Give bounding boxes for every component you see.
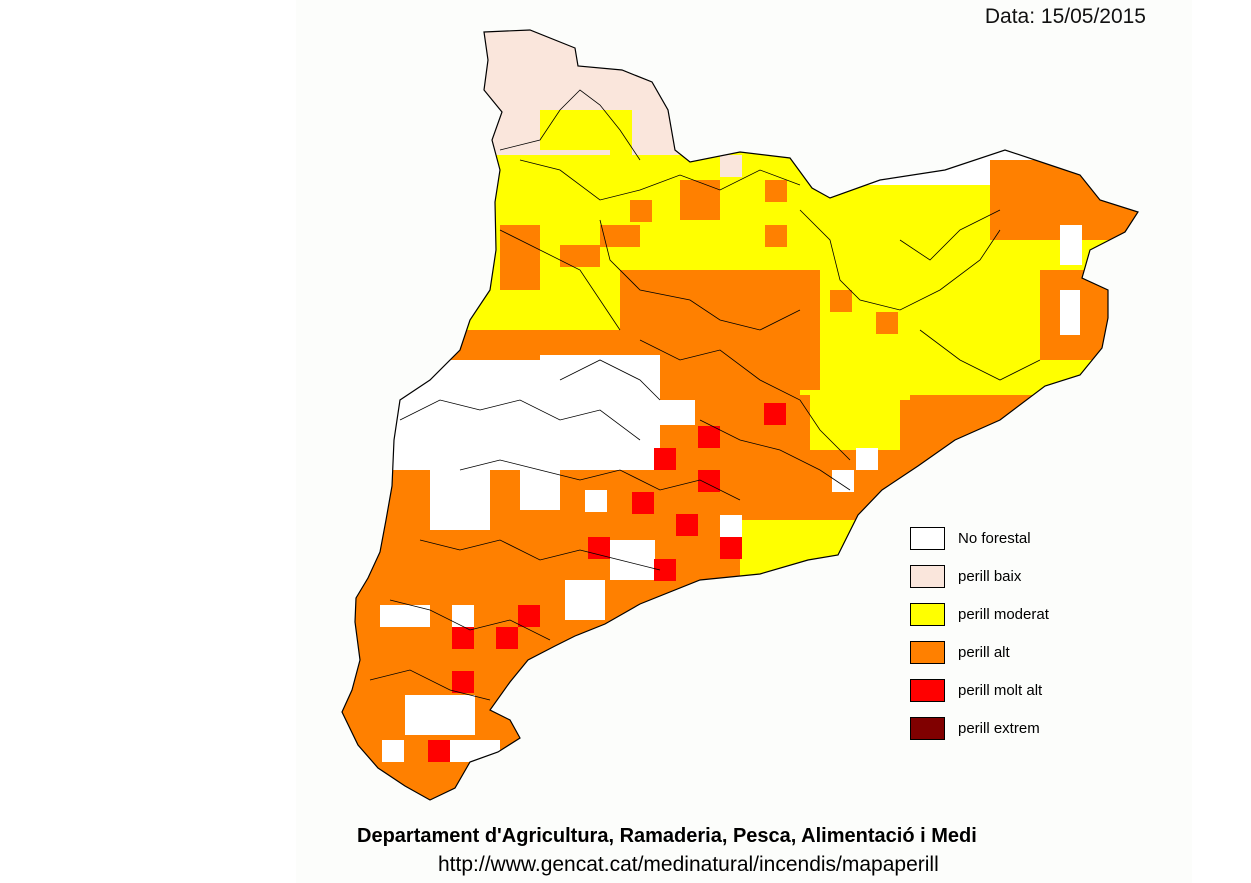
legend-label: perill moderat	[958, 606, 1049, 623]
comarca-borders	[369, 89, 1041, 701]
legend-item-no-forestal: No forestal	[910, 526, 1049, 551]
legend-swatch	[910, 527, 945, 550]
legend-label: perill extrem	[958, 720, 1040, 737]
map-date: Data: 15/05/2015	[984, 5, 1146, 28]
legend-label: perill alt	[958, 644, 1010, 661]
legend-swatch	[910, 717, 945, 740]
legend-label: perill molt alt	[958, 682, 1043, 699]
legend-item-perill-baix: perill baix	[910, 564, 1049, 589]
footer-url: http://www.gencat.cat/medinatural/incend…	[438, 853, 939, 876]
legend-swatch	[910, 603, 945, 626]
legend-item-perill-molt-alt: perill molt alt	[910, 678, 1049, 703]
legend-label: No forestal	[958, 530, 1031, 547]
legend-label: perill baix	[958, 568, 1022, 585]
legend-swatch	[910, 565, 945, 588]
legend-swatch	[910, 679, 945, 702]
legend-swatch	[910, 641, 945, 664]
legend-item-perill-extrem: perill extrem	[910, 716, 1049, 741]
legend-item-perill-moderat: perill moderat	[910, 602, 1049, 627]
legend: No forestal perill baix perill moderat p…	[910, 526, 1049, 754]
footer-title: Departament d'Agricultura, Ramaderia, Pe…	[357, 825, 977, 847]
legend-item-perill-alt: perill alt	[910, 640, 1049, 665]
